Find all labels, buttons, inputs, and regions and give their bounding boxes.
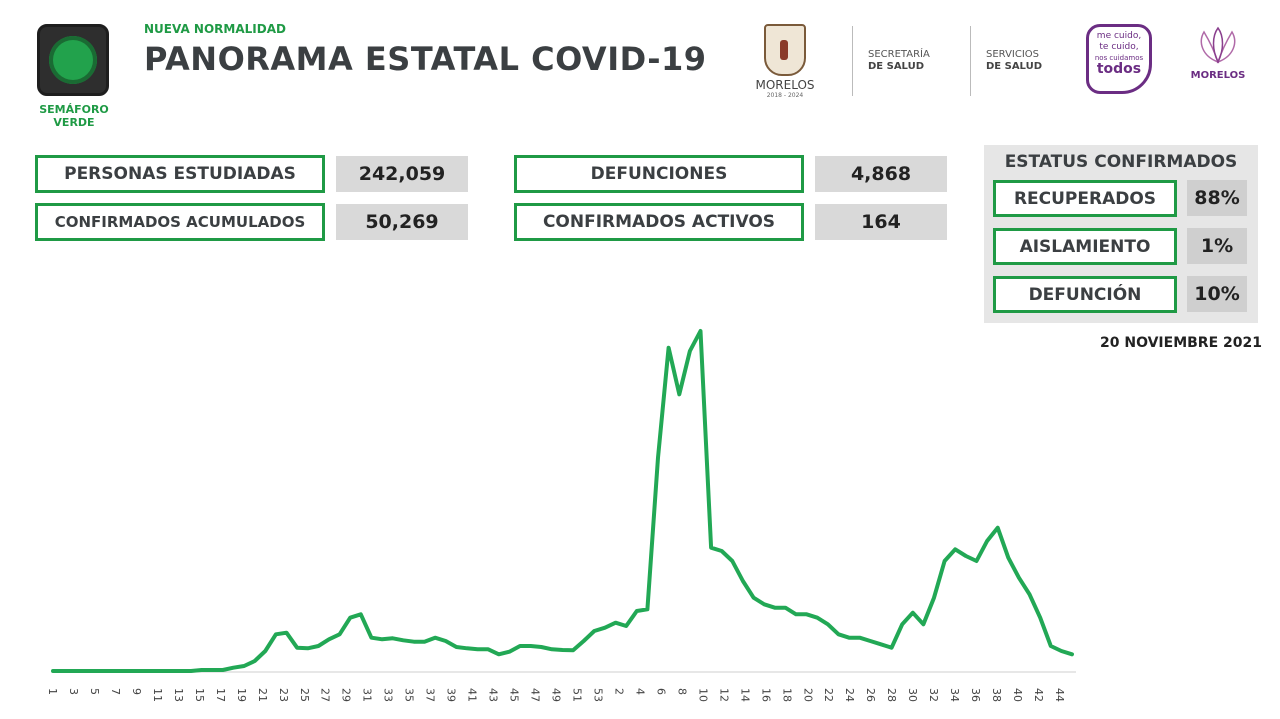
servicios-line2: DE SALUD xyxy=(986,61,1042,72)
series-line xyxy=(51,329,1074,673)
semaforo-caption: SEMÁFORO VERDE xyxy=(30,103,118,129)
confirmados-activos-label: CONFIRMADOS ACTIVOS xyxy=(514,203,804,241)
defunciones-label: DEFUNCIONES xyxy=(514,155,804,193)
defuncion-label: DEFUNCIÓN xyxy=(993,276,1177,313)
recuperados-value: 88% xyxy=(1187,180,1247,216)
secretaria-line1: SECRETARÍA xyxy=(868,49,930,60)
x-tick-label: 24 xyxy=(843,688,856,702)
campaign-badge: me cuido, te cuido, nos cuidamos todos xyxy=(1086,24,1152,94)
x-tick-label: 11 xyxy=(151,688,164,702)
x-tick-label: 5 xyxy=(88,688,101,695)
x-tick-label: 25 xyxy=(298,688,311,702)
x-tick-label: 26 xyxy=(864,688,877,702)
x-tick-label: 22 xyxy=(822,688,835,702)
x-tick-label: 9 xyxy=(130,688,143,695)
morelos2-logo: MORELOS xyxy=(1186,70,1250,81)
x-tick-label: 21 xyxy=(256,688,269,702)
x-tick-label: 40 xyxy=(1011,688,1024,702)
x-tick-label: 1 xyxy=(46,688,59,695)
semaforo-label: SEMÁFORO xyxy=(39,103,109,116)
x-tick-label: 19 xyxy=(235,688,248,702)
semaforo-light xyxy=(49,36,97,84)
morelos-logo-name: MORELOS xyxy=(755,78,815,92)
x-tick-label: 3 xyxy=(67,688,80,695)
flower-icon xyxy=(1200,26,1236,64)
servicios-logo: SERVICIOS DE SALUD xyxy=(986,49,1042,73)
x-tick-label: 14 xyxy=(738,688,751,702)
x-tick-label: 27 xyxy=(319,688,332,702)
badge-line4: todos xyxy=(1096,61,1142,77)
x-tick-label: 20 xyxy=(801,688,814,702)
x-tick-label: 31 xyxy=(361,688,374,702)
x-tick-label: 43 xyxy=(487,688,500,702)
x-tick-label: 39 xyxy=(445,688,458,702)
morelos-logo: MORELOS 2018 - 2024 xyxy=(752,24,818,99)
x-tick-label: 30 xyxy=(906,688,919,702)
x-tick-label: 8 xyxy=(675,688,688,695)
confirmados-activos-value: 164 xyxy=(815,204,947,240)
personas-estudiadas-value: 242,059 xyxy=(336,156,468,192)
x-tick-label: 17 xyxy=(214,688,227,702)
shield-icon xyxy=(764,24,806,76)
secretaria-logo: SECRETARÍA DE SALUD xyxy=(868,49,930,73)
kicker: NUEVA NORMALIDAD xyxy=(144,22,286,36)
x-tick-label: 4 xyxy=(633,688,646,695)
divider xyxy=(852,26,853,96)
x-tick-label: 37 xyxy=(424,688,437,702)
secretaria-line2: DE SALUD xyxy=(868,61,924,72)
x-tick-label: 28 xyxy=(885,688,898,702)
x-tick-label: 12 xyxy=(717,688,730,702)
morelos-logo-years: 2018 - 2024 xyxy=(766,92,804,99)
divider xyxy=(970,26,971,96)
defunciones-value: 4,868 xyxy=(815,156,947,192)
defuncion-value: 10% xyxy=(1187,276,1247,312)
badge-line2: te cuido, xyxy=(1099,42,1139,52)
x-tick-label: 13 xyxy=(172,688,185,702)
x-tick-label: 7 xyxy=(109,688,122,695)
x-tick-label: 32 xyxy=(927,688,940,702)
recuperados-label: RECUPERADOS xyxy=(993,180,1177,217)
x-tick-label: 15 xyxy=(193,688,206,702)
status-title: ESTATUS CONFIRMADOS xyxy=(1004,152,1238,172)
x-tick-label: 36 xyxy=(969,688,982,702)
report-date: 20 NOVIEMBRE 2021 xyxy=(1100,335,1262,351)
x-tick-label: 51 xyxy=(570,688,583,702)
aislamiento-label: AISLAMIENTO xyxy=(993,228,1177,265)
x-tick-label: 6 xyxy=(654,688,667,695)
badge-line3: nos cuidamos xyxy=(1094,54,1144,62)
x-tick-label: 2 xyxy=(612,688,625,695)
x-tick-label: 16 xyxy=(759,688,772,702)
semaforo-level: VERDE xyxy=(53,116,95,129)
x-tick-label: 49 xyxy=(550,688,563,702)
page-title: PANORAMA ESTATAL COVID-19 xyxy=(144,40,707,78)
badge-line1: me cuido, xyxy=(1096,31,1142,41)
x-tick-label: 35 xyxy=(403,688,416,702)
x-tick-label: 18 xyxy=(780,688,793,702)
x-tick-label: 29 xyxy=(340,688,353,702)
confirmados-acumulados-value: 50,269 xyxy=(336,204,468,240)
confirmados-acumulados-label: CONFIRMADOS ACUMULADOS xyxy=(35,203,325,241)
x-tick-label: 47 xyxy=(529,688,542,702)
morelos2-name: MORELOS xyxy=(1190,70,1246,81)
x-tick-label: 42 xyxy=(1032,688,1045,702)
x-tick-label: 38 xyxy=(990,688,1003,702)
x-tick-label: 10 xyxy=(696,688,709,702)
x-tick-label: 45 xyxy=(508,688,521,702)
x-tick-label: 53 xyxy=(591,688,604,702)
personas-estudiadas-label: PERSONAS ESTUDIADAS xyxy=(35,155,325,193)
semaforo-icon xyxy=(37,24,109,96)
x-tick-label: 41 xyxy=(466,688,479,702)
x-tick-label: 44 xyxy=(1053,688,1066,702)
servicios-line1: SERVICIOS xyxy=(986,49,1040,60)
x-tick-label: 33 xyxy=(382,688,395,702)
aislamiento-value: 1% xyxy=(1187,228,1247,264)
x-tick-label: 34 xyxy=(948,688,961,702)
x-tick-label: 23 xyxy=(277,688,290,702)
